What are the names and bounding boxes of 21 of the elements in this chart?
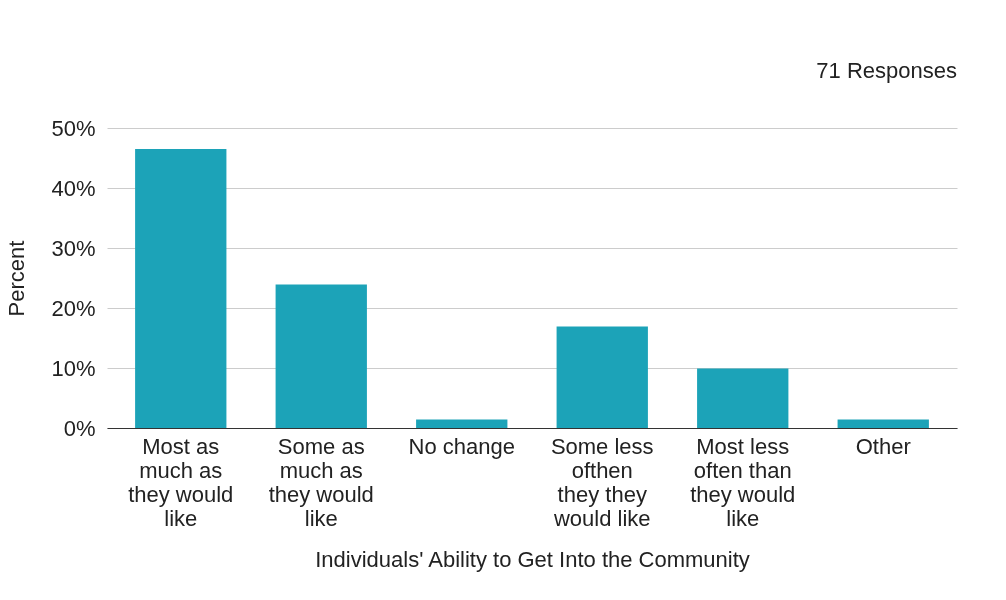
y-tick-label: 10% [51, 355, 96, 381]
y-tick-label: 40% [51, 175, 96, 201]
bar [135, 149, 227, 428]
y-tick-label: 0% [63, 415, 96, 441]
x-tick-label: Most less often than they would like [690, 433, 796, 531]
x-axis-title: Individuals' Ability to Get Into the Community [315, 546, 750, 572]
x-tick-label: Most as much as they would like [128, 433, 234, 531]
bar [837, 419, 929, 428]
bar [275, 284, 367, 428]
bar [697, 368, 789, 428]
y-tick-label: 30% [51, 235, 96, 261]
y-tick-label: 20% [51, 295, 96, 321]
y-axis-title: Percent [4, 240, 30, 317]
text: 71 Responses [816, 58, 957, 83]
y-tick-label: 50% [51, 115, 96, 141]
x-tick-label: No change [408, 433, 515, 459]
x-tick-label: Some less ofthen they they would like [550, 433, 654, 531]
bar [416, 419, 508, 428]
x-tick-label: Some as much as they would like [268, 433, 374, 531]
bar [556, 326, 648, 428]
x-tick-label: Other [855, 433, 911, 459]
